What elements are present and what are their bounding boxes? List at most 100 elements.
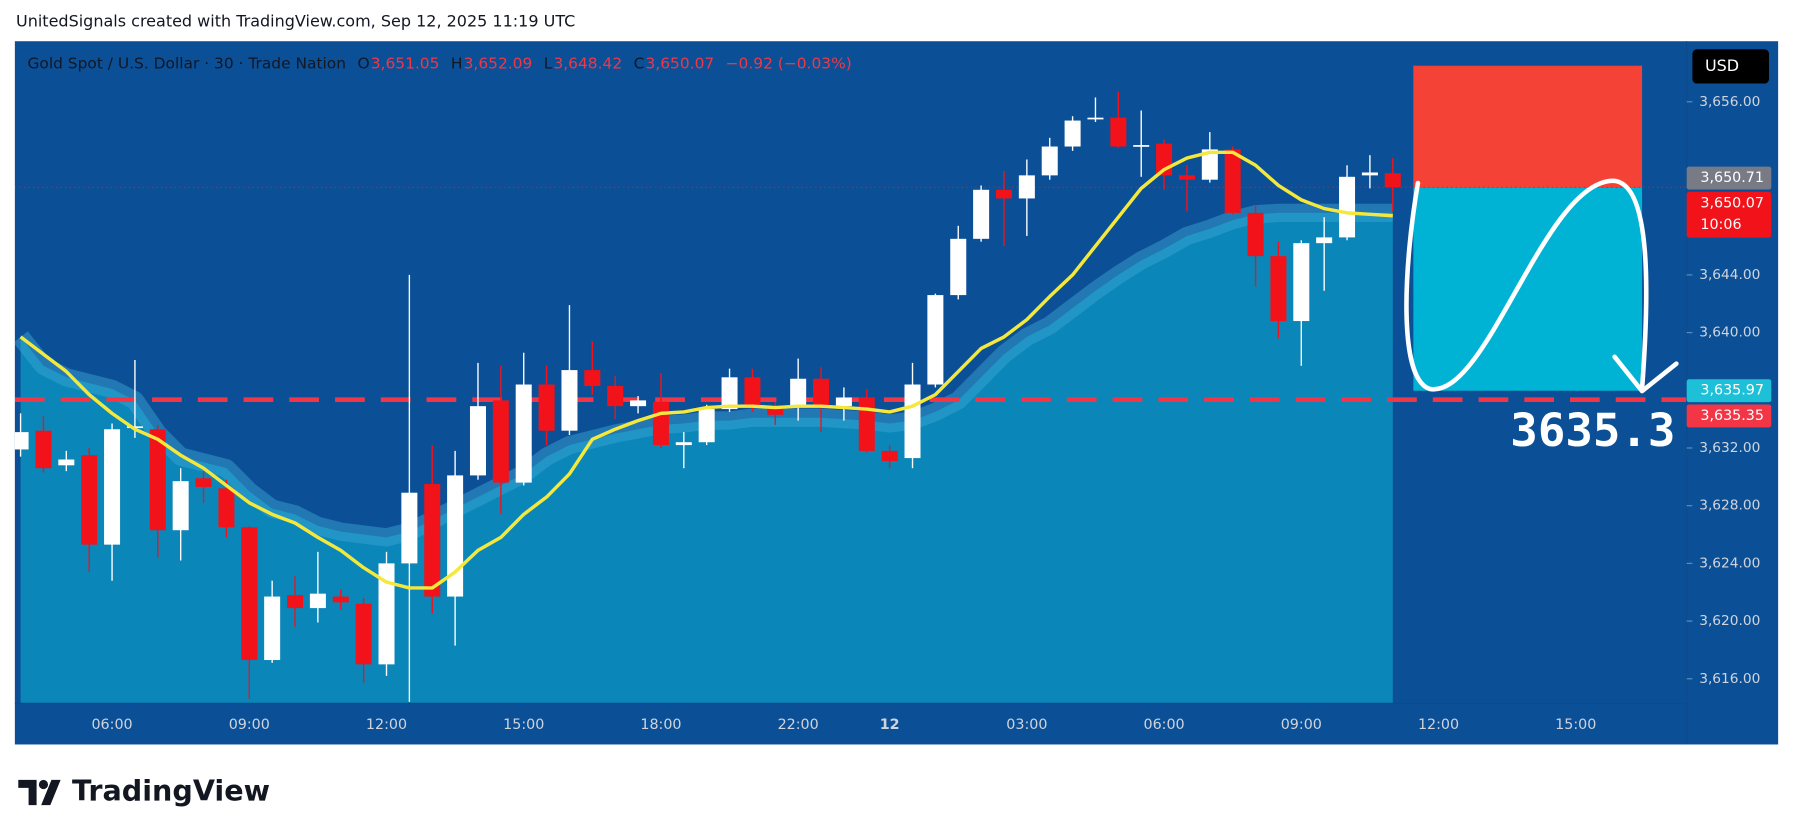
candle-body: [1247, 212, 1264, 257]
price-tag-label: 3,635.97: [1700, 383, 1764, 399]
y-tick-label: 3,640.00: [1699, 325, 1760, 341]
ohlc-key: L: [544, 55, 553, 73]
candle-body: [241, 527, 258, 661]
candle-body: [1018, 175, 1035, 199]
candle-body: [469, 406, 486, 476]
y-tick-label: 3,616.00: [1699, 671, 1760, 687]
candle-body: [1178, 175, 1195, 180]
candle-body: [881, 450, 898, 461]
candle-body: [104, 429, 121, 545]
y-tick-label: 3,644.00: [1699, 267, 1760, 283]
currency-button[interactable]: [1692, 49, 1769, 84]
candle-body: [790, 378, 807, 408]
price-tag-label: 3,650.07: [1700, 195, 1764, 211]
candle-body: [309, 593, 326, 609]
cloud-area: [20, 212, 1393, 704]
candle-body: [447, 475, 464, 597]
candle-body: [218, 488, 235, 528]
annotation: 3635.3: [1510, 404, 1675, 457]
drawn-curve: [1404, 178, 1649, 392]
candle-body: [561, 370, 578, 431]
candle-body: [1201, 149, 1218, 180]
symbol-legend: Gold Spot / U.S. Dollar · 30 · Trade Nat…: [27, 55, 851, 73]
candle-body: [1133, 145, 1150, 147]
ohlc-value: 3,650.07: [646, 55, 715, 73]
candle-body: [172, 481, 189, 531]
candle-body: [607, 385, 624, 407]
x-tick-label: 12:00: [366, 717, 407, 733]
ohlc-key: O: [357, 55, 369, 73]
x-tick-label: 06:00: [91, 717, 132, 733]
stop-zone: [1413, 65, 1643, 188]
logo-text: TradingView: [72, 773, 270, 807]
candle-body: [675, 442, 692, 446]
candle-body: [14, 432, 29, 450]
x-tick-label: 22:00: [778, 717, 819, 733]
candle-body: [424, 484, 441, 597]
candle-body: [81, 455, 98, 545]
candle-body: [927, 295, 944, 385]
axes: 3,656.00 3,644.00 3,640.00 3,632.00 3,628.00…: [91, 94, 1772, 733]
y-tick-label: 3,628.00: [1699, 498, 1760, 514]
candle-body: [767, 406, 784, 415]
price-tag: [1686, 404, 1772, 428]
candle-body: [835, 397, 852, 407]
x-tick-label: 09:00: [229, 717, 270, 733]
target-zone: [1413, 187, 1643, 391]
candle-body: [1316, 237, 1333, 244]
candle-body: [264, 596, 281, 661]
x-tick-label: 09:00: [1281, 717, 1322, 733]
price-tag-label: 3,650.71: [1700, 170, 1764, 186]
x-tick-label: 06:00: [1143, 717, 1184, 733]
logo: TradingView: [18, 773, 270, 807]
price-tag: [1686, 166, 1772, 190]
x-tick-label: 18:00: [640, 717, 681, 733]
y-tick-label: 3,656.00: [1699, 94, 1760, 110]
candle-body: [904, 384, 921, 459]
candle-body: [858, 397, 875, 451]
price-tag: [1686, 379, 1772, 403]
candle-body: [973, 189, 990, 239]
ohlc-key: H: [451, 55, 463, 73]
candle-body: [1224, 149, 1241, 213]
x-tick-label: 15:00: [503, 717, 544, 733]
logo-dot: [38, 779, 49, 790]
candle-body: [1064, 120, 1081, 147]
y-tick-label: 3,624.00: [1699, 555, 1760, 571]
candle-body: [35, 430, 52, 469]
candle-body: [813, 378, 830, 407]
candle-body: [584, 370, 601, 386]
currency[interactable]: USD: [1705, 56, 1739, 75]
candle-body: [332, 596, 349, 603]
candle-body: [195, 478, 212, 487]
y-tick-label: 3,620.00: [1699, 613, 1760, 629]
candle-body: [287, 595, 304, 609]
ohlc-value: 3,651.05: [371, 55, 440, 73]
price-tag-label: 3,635.35: [1700, 408, 1764, 424]
candle-body: [58, 459, 75, 466]
candle-body: [1384, 173, 1401, 188]
y-tick-label: 3,632.00: [1699, 440, 1760, 456]
attribution: UnitedSignals created with TradingView.c…: [16, 11, 575, 30]
symbol: Gold Spot / U.S. Dollar · 30 · Trade Nat…: [27, 55, 346, 73]
x-tick-label: 12: [880, 717, 900, 733]
candle-body: [538, 384, 555, 431]
drawn-arrow: [1612, 354, 1679, 394]
candle-body: [995, 189, 1012, 199]
candle-body: [1110, 117, 1127, 147]
logo-mark: [18, 779, 61, 806]
candle-body: [515, 384, 532, 483]
candle-body: [652, 401, 669, 446]
x-tick-label: 15:00: [1555, 717, 1596, 733]
candle-body: [355, 603, 372, 665]
candle-body: [698, 409, 715, 443]
x-tick-label: 03:00: [1006, 717, 1047, 733]
candle-body: [744, 377, 761, 407]
candle-body: [950, 238, 967, 296]
candle-body: [1293, 243, 1310, 322]
candle-body: [1087, 117, 1104, 120]
moving-average: [19, 150, 1393, 590]
countdown: 10:06: [1700, 217, 1741, 233]
